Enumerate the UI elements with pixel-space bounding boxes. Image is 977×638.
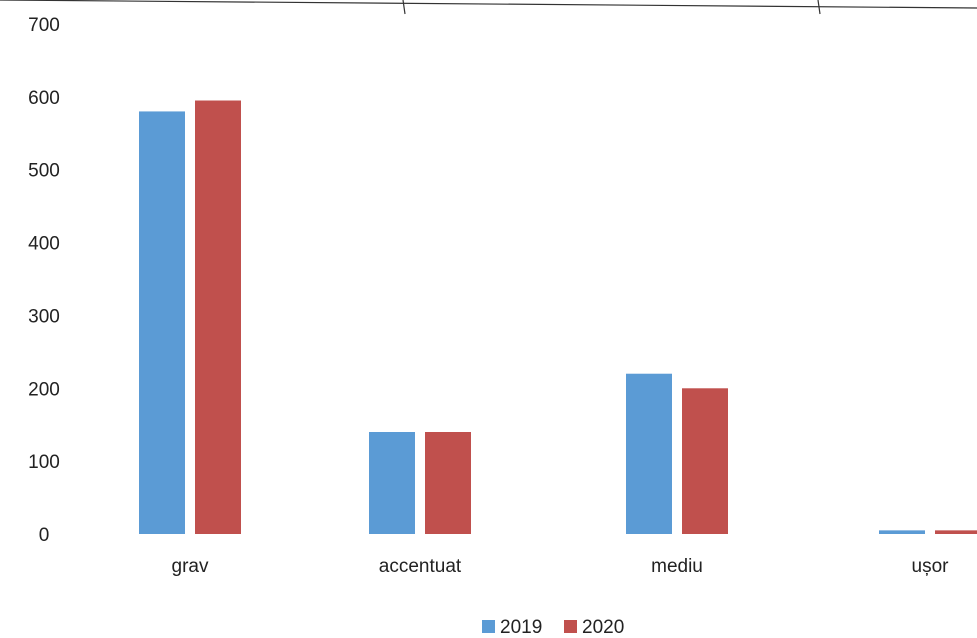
frame-top-line <box>0 0 977 9</box>
bar-ușor-2020 <box>935 530 977 534</box>
y-axis: 0 100 200 300 400 500 600 700 <box>28 15 60 546</box>
legend-label-2019: 2019 <box>500 617 542 638</box>
y-tick-label-100: 100 <box>28 452 60 473</box>
legend-swatch-2019 <box>482 620 495 633</box>
x-axis: grav accentuat mediu ușor <box>172 556 950 577</box>
y-tick-label-0: 0 <box>39 525 50 546</box>
bars <box>139 100 977 534</box>
bar-ușor-2019 <box>879 530 925 534</box>
frame-divider-1 <box>817 0 821 15</box>
y-tick-label-600: 600 <box>28 88 60 109</box>
x-category-label-1: accentuat <box>379 556 462 577</box>
bar-accentuat-2020 <box>425 432 471 534</box>
y-tick-label-200: 200 <box>28 379 60 400</box>
x-category-label-2: mediu <box>651 556 703 577</box>
y-tick-label-300: 300 <box>28 306 60 327</box>
legend-label-2020: 2020 <box>582 617 624 638</box>
y-tick-label-400: 400 <box>28 234 60 255</box>
x-category-label-3: ușor <box>912 556 950 577</box>
frame-divider-0 <box>402 0 406 15</box>
bar-grav-2020 <box>195 100 241 534</box>
legend-swatch-2020 <box>564 620 577 633</box>
y-tick-label-700: 700 <box>28 15 60 36</box>
bar-grav-2019 <box>139 111 185 534</box>
top-frame-lines <box>0 0 977 15</box>
legend: 2019 2020 <box>482 617 624 638</box>
y-tick-label-500: 500 <box>28 161 60 182</box>
bar-accentuat-2019 <box>369 432 415 534</box>
bar-mediu-2019 <box>626 373 672 534</box>
x-category-label-0: grav <box>172 556 209 577</box>
bar-mediu-2020 <box>682 388 728 534</box>
